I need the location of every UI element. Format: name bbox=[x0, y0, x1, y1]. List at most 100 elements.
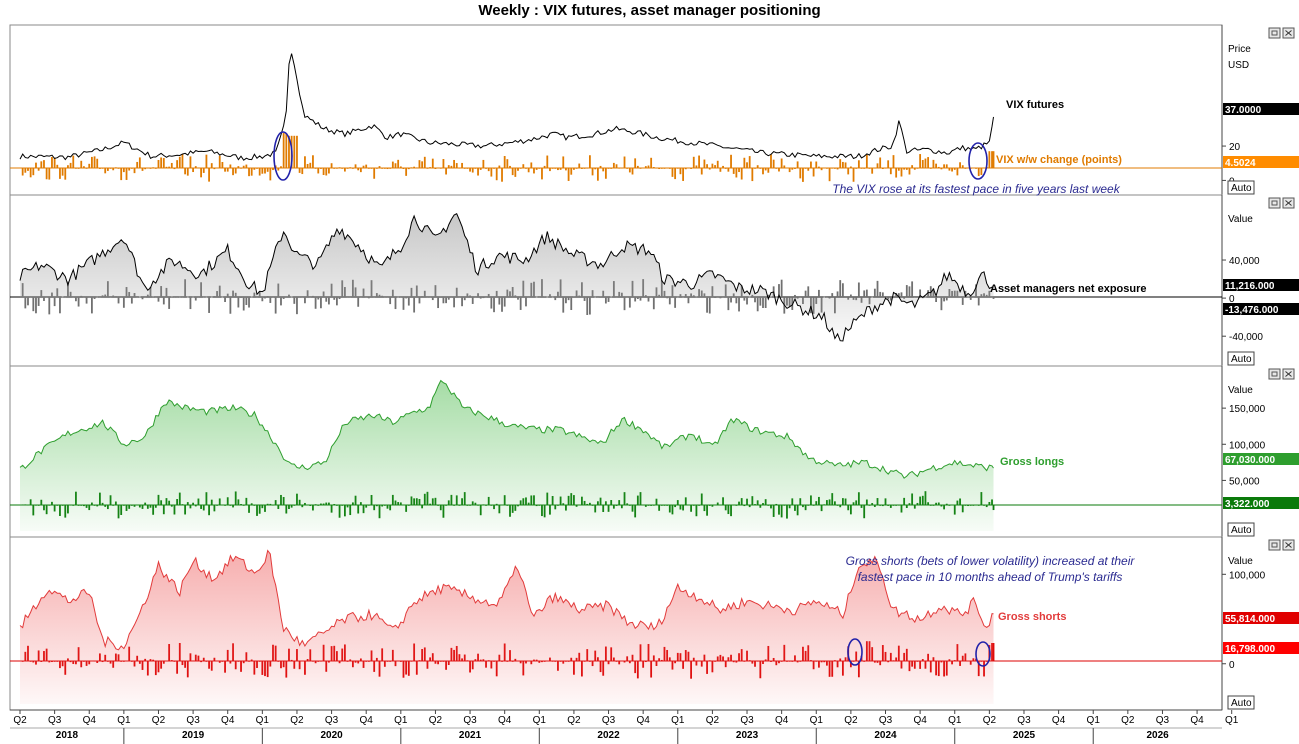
x-quarter-label: Q3 bbox=[186, 715, 200, 726]
change-bar bbox=[394, 163, 397, 168]
x-quarter-label: Q4 bbox=[775, 715, 789, 726]
change-bar bbox=[32, 168, 35, 176]
change-bar bbox=[573, 168, 575, 170]
change-bar bbox=[178, 156, 181, 168]
change-bar bbox=[881, 292, 884, 297]
change-bar bbox=[852, 168, 855, 182]
change-bar bbox=[596, 168, 599, 181]
change-bar bbox=[117, 297, 120, 304]
auto-scale-button[interactable]: Auto bbox=[1227, 351, 1255, 366]
last-value-text: 37.0000 bbox=[1225, 105, 1262, 116]
change-bar bbox=[168, 297, 171, 309]
change-bar bbox=[992, 643, 995, 661]
change-bar bbox=[908, 168, 911, 175]
auto-button-frame[interactable] bbox=[1227, 695, 1255, 710]
change-bar bbox=[586, 297, 589, 315]
change-bar bbox=[988, 151, 991, 168]
change-bar bbox=[48, 297, 51, 315]
last-value-tag-shorts: 55,814.000 bbox=[1223, 612, 1299, 625]
change-bar bbox=[282, 133, 285, 168]
x-year-label: 2020 bbox=[320, 730, 343, 741]
change-bar bbox=[261, 297, 264, 302]
change-bar bbox=[889, 168, 892, 175]
close-glyph-icon bbox=[1285, 542, 1292, 548]
auto-scale-button[interactable]: Auto bbox=[1227, 695, 1255, 710]
change-bar bbox=[700, 168, 703, 175]
change-bar bbox=[463, 297, 466, 301]
tag-bg bbox=[1223, 103, 1299, 115]
change-bar bbox=[727, 297, 730, 311]
auto-scale-button[interactable]: Auto bbox=[1227, 180, 1255, 195]
change-bar bbox=[767, 294, 770, 297]
change-bar bbox=[604, 297, 607, 304]
change-bar bbox=[959, 162, 961, 168]
change-bar bbox=[83, 166, 85, 168]
auto-button-frame[interactable] bbox=[1227, 180, 1255, 195]
change-bar bbox=[636, 165, 639, 168]
change-bar bbox=[27, 297, 29, 306]
change-bar bbox=[59, 297, 61, 314]
window-restore-icon[interactable] bbox=[1268, 27, 1281, 39]
change-bar bbox=[429, 167, 432, 168]
change-bar bbox=[375, 168, 378, 169]
change-bar bbox=[487, 168, 490, 172]
change-bar bbox=[437, 167, 440, 169]
auto-button-frame[interactable] bbox=[1227, 351, 1255, 366]
auto-button-frame[interactable] bbox=[1227, 522, 1255, 537]
change-bar bbox=[317, 168, 320, 174]
x-quarter-label: Q4 bbox=[1190, 715, 1204, 726]
close-glyph-icon bbox=[1285, 371, 1292, 377]
change-bar bbox=[88, 163, 91, 168]
change-bar bbox=[826, 296, 828, 298]
window-restore-icon[interactable] bbox=[1268, 368, 1281, 380]
change-bar bbox=[224, 297, 226, 303]
change-bar bbox=[623, 156, 626, 168]
change-bar bbox=[285, 133, 288, 168]
change-bar bbox=[908, 286, 911, 297]
change-bar bbox=[445, 297, 447, 304]
change-bar bbox=[402, 168, 405, 170]
change-bar bbox=[674, 297, 677, 308]
change-bar bbox=[426, 167, 429, 169]
change-bar bbox=[916, 167, 919, 169]
change-bar bbox=[245, 297, 248, 305]
change-bar bbox=[992, 151, 995, 168]
auto-scale-button[interactable]: Auto bbox=[1227, 522, 1255, 537]
series-label-shorts: Gross shorts bbox=[998, 611, 1066, 623]
change-bar bbox=[541, 168, 543, 180]
change-bar bbox=[242, 165, 245, 168]
change-bar bbox=[815, 161, 818, 168]
change-bar bbox=[434, 168, 437, 170]
change-bar bbox=[607, 297, 610, 302]
change-bar bbox=[173, 168, 176, 170]
change-bar bbox=[359, 168, 362, 173]
change-bar bbox=[746, 297, 748, 305]
chart-title: Weekly : VIX futures, asset manager posi… bbox=[478, 2, 821, 19]
tag-bg bbox=[1223, 453, 1299, 465]
change-bar bbox=[75, 297, 77, 302]
series-line-longs bbox=[19, 379, 994, 479]
change-bar bbox=[743, 297, 746, 301]
change-bar bbox=[956, 168, 959, 176]
change-bar bbox=[557, 168, 559, 171]
change-bar bbox=[714, 165, 716, 168]
change-bar bbox=[258, 168, 261, 176]
change-bar bbox=[818, 166, 820, 168]
window-restore-icon[interactable] bbox=[1268, 539, 1281, 551]
change-bar bbox=[72, 155, 75, 168]
change-bar bbox=[69, 162, 72, 168]
change-bar bbox=[953, 168, 956, 170]
x-quarter-label: Q2 bbox=[567, 715, 581, 726]
change-bar bbox=[788, 168, 791, 173]
change-bar bbox=[759, 297, 762, 306]
series-line-shorts bbox=[19, 549, 994, 651]
change-bar bbox=[791, 168, 794, 170]
x-quarter-label: Q2 bbox=[290, 715, 304, 726]
change-bar bbox=[365, 164, 368, 168]
change-bar bbox=[77, 297, 80, 307]
change-bar bbox=[250, 168, 253, 176]
change-value-tag-net: -13,476.000 bbox=[1223, 303, 1299, 316]
change-bar bbox=[762, 297, 764, 309]
window-restore-icon[interactable] bbox=[1268, 197, 1281, 209]
